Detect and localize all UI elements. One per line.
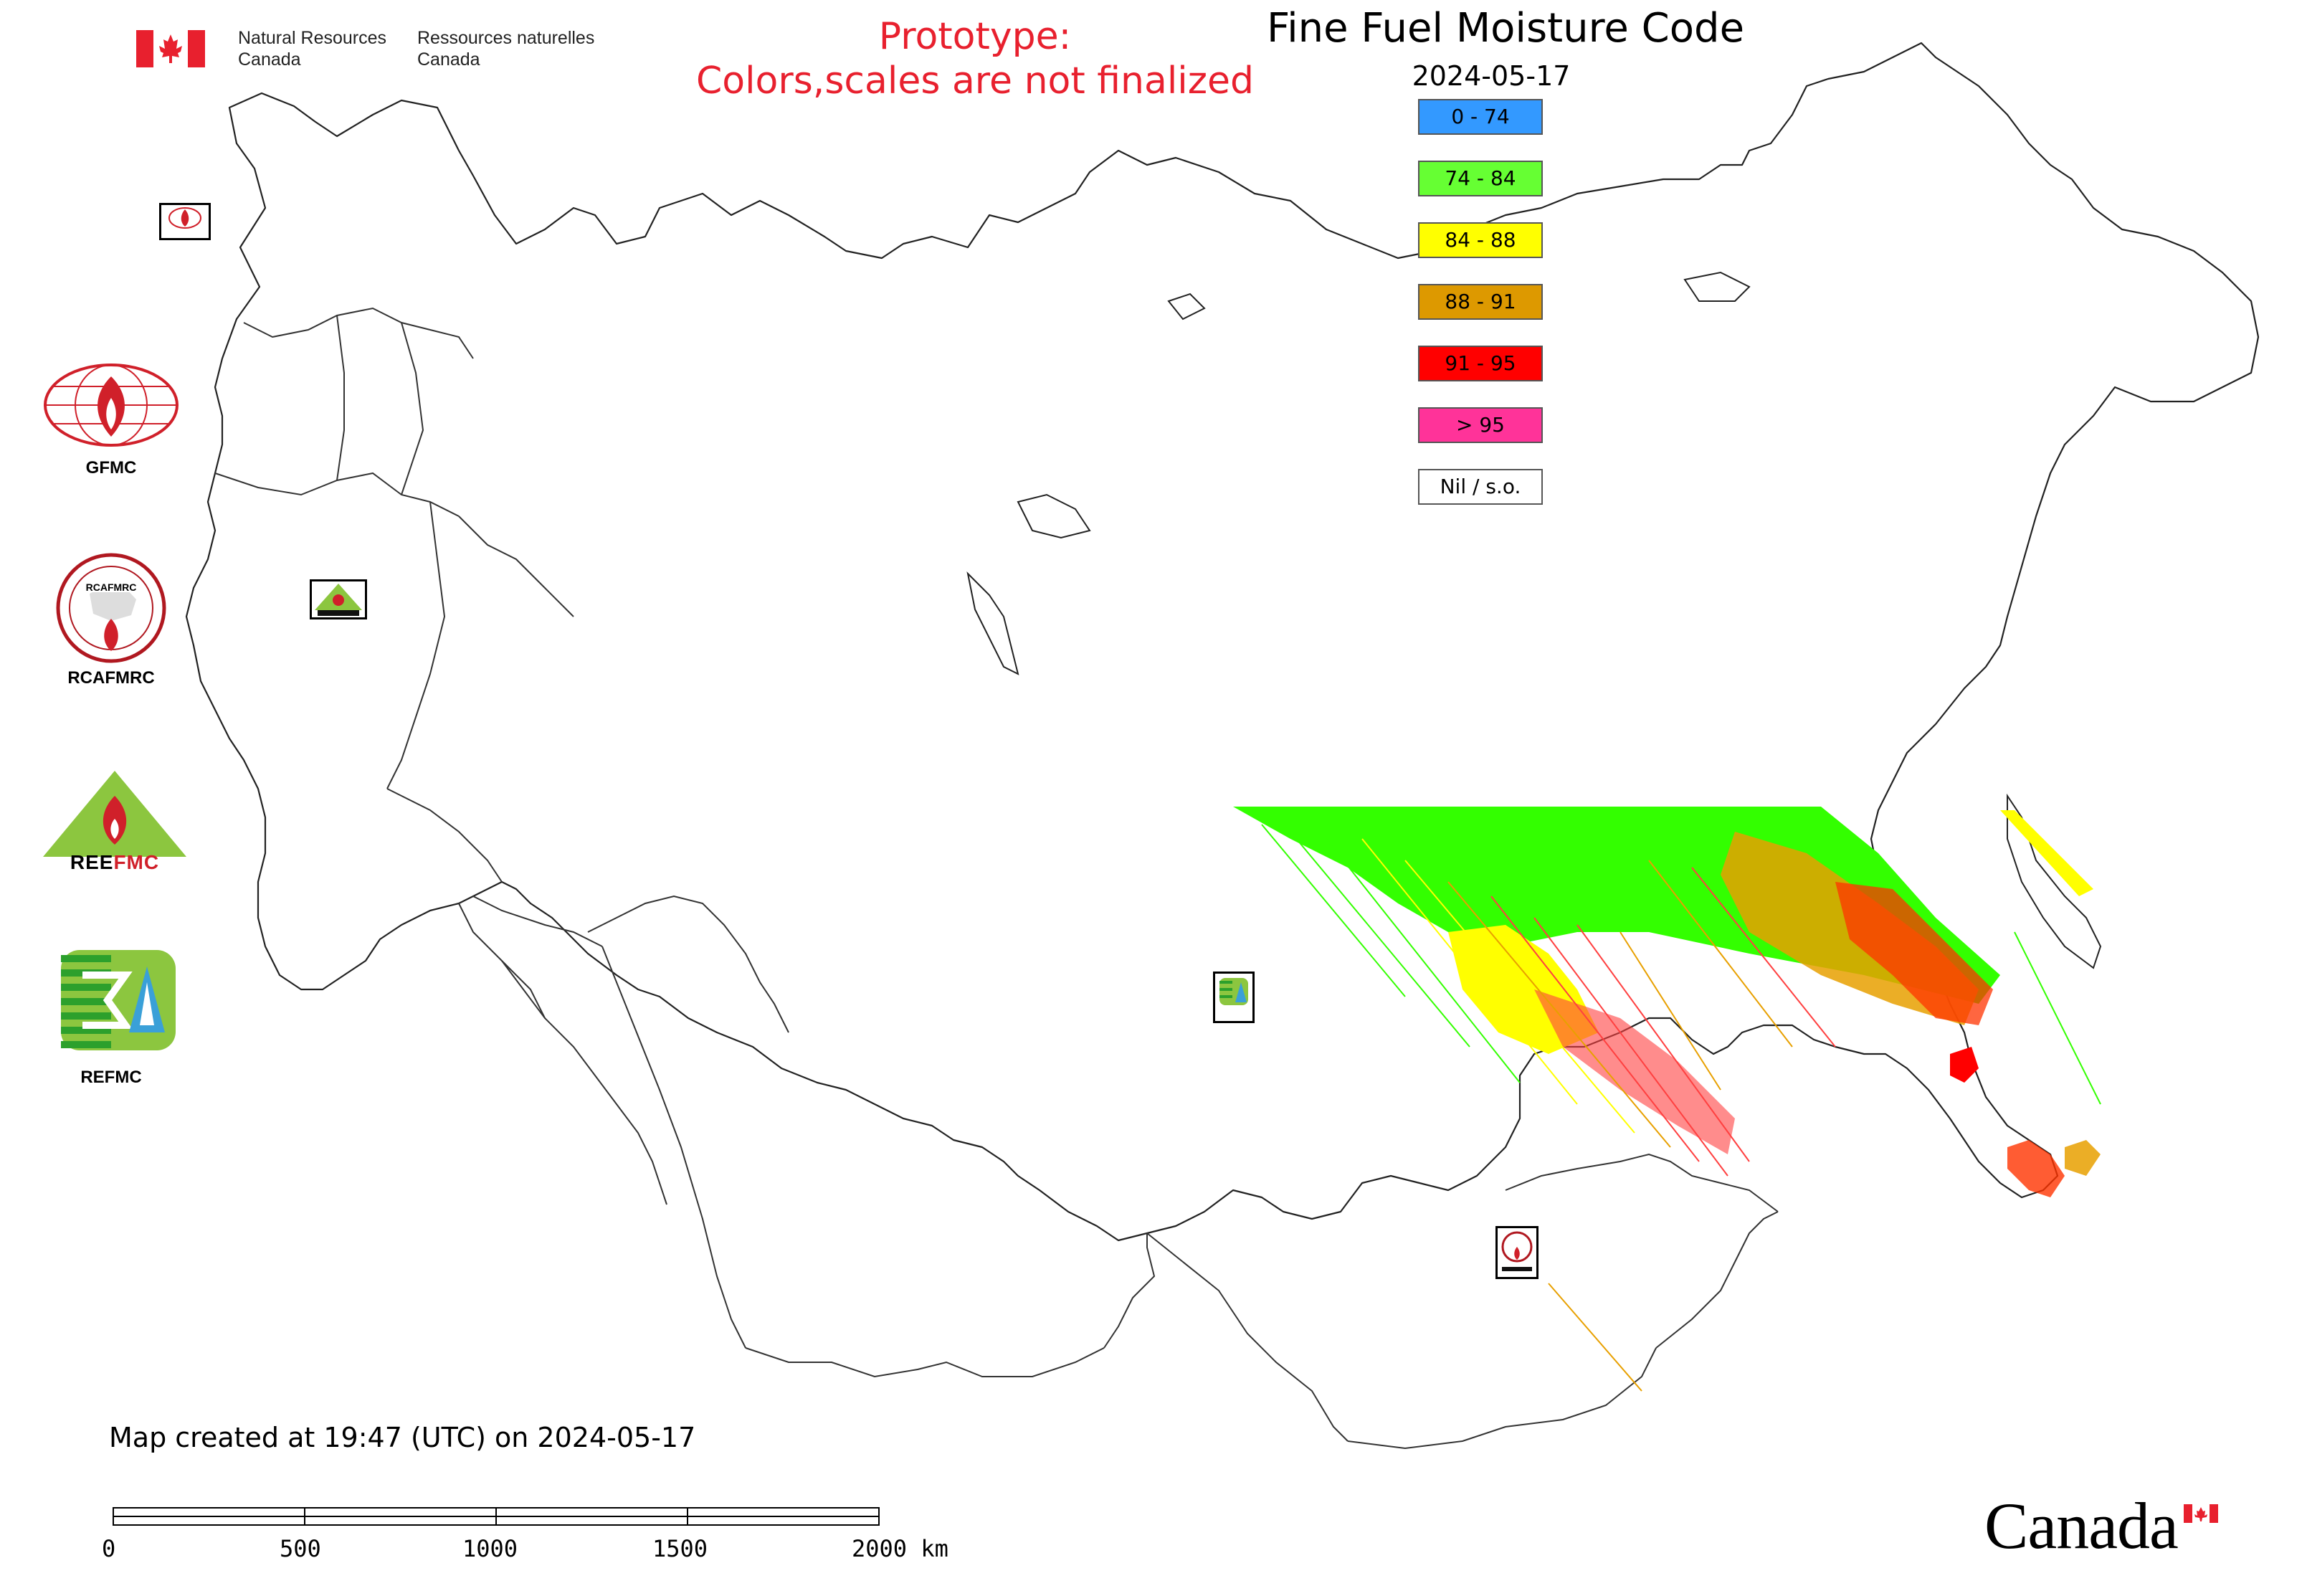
reefmc-logo-icon: REEFMC	[43, 771, 186, 873]
internal-borders	[214, 307, 1779, 1450]
legend-item-88-91: 88 - 91	[1418, 284, 1543, 320]
scale-tick-0: 0	[102, 1535, 116, 1562]
scale-bar	[113, 1507, 880, 1526]
reefmc-org: REEFMC	[39, 767, 190, 874]
reefmc-marker-icon	[315, 584, 362, 616]
dept-fr-line2: Canada	[417, 49, 480, 70]
department-name-english: Natural Resources Canada	[238, 27, 386, 70]
gfmc-label: GFMC	[85, 458, 137, 478]
refmc-logo-icon	[61, 950, 176, 1050]
prototype-notice: Prototype: Colors,scales are not finaliz…	[617, 14, 1333, 103]
hokkaido-hotspot	[2065, 1140, 2101, 1176]
gfmc-map-marker[interactable]	[159, 203, 211, 240]
reefmc-map-marker[interactable]	[310, 579, 367, 619]
map-title: Fine Fuel Moisture Code	[1266, 5, 1745, 52]
rcafmrc-org: RCAFMRC RCAFMRC	[39, 551, 183, 688]
prototype-line1: Prototype:	[878, 15, 1072, 58]
svg-text:RCAFMRC: RCAFMRC	[86, 581, 137, 593]
department-name-french: Ressources naturelles Canada	[417, 27, 594, 70]
map-date: 2024-05-17	[1412, 60, 1571, 92]
canada-wordmark-flag-icon	[2184, 1504, 2218, 1523]
legend-item-0-74: 0 - 74	[1418, 99, 1543, 135]
canada-wordmark: Canada	[1984, 1489, 2179, 1562]
prototype-line2: Colors,scales are not finalized	[695, 60, 1255, 103]
swath-streaks	[1261, 824, 2101, 1392]
kamchatka-stripe	[2000, 810, 2093, 896]
legend-item-nil: Nil / s.o.	[1418, 469, 1543, 505]
rcafmrc-label: RCAFMRC	[67, 668, 155, 688]
dept-fr-line1: Ressources naturelles	[417, 28, 595, 48]
legend-item-84-88: 84 - 88	[1418, 222, 1543, 258]
svg-text:REEFMC: REEFMC	[70, 851, 159, 871]
region-outline	[185, 42, 2260, 1242]
legend-item-74-84: 74 - 84	[1418, 161, 1543, 196]
gfmc-org: GFMC	[39, 362, 183, 478]
scale-tick-1000: 1000	[462, 1535, 518, 1562]
refmc-map-marker[interactable]	[1213, 972, 1255, 1023]
scale-tick-1500: 1500	[652, 1535, 708, 1562]
sakhalin-south-hotspot	[2007, 1140, 2065, 1197]
dept-en-line2: Canada	[238, 49, 301, 70]
swath-red-zone	[1835, 882, 1993, 1025]
dept-en-line1: Natural Resources	[238, 28, 387, 48]
refmc-label: REFMC	[80, 1068, 142, 1087]
primorye-hotspot	[1950, 1047, 1979, 1083]
gfmc-marker-icon	[168, 207, 201, 229]
refmc-marker-icon	[1219, 978, 1248, 1005]
gfmc-logo-icon	[44, 364, 179, 447]
map-created-timestamp: Map created at 19:47 (UTC) on 2024-05-17	[109, 1422, 696, 1453]
islands	[966, 271, 2102, 969]
canada-flag-icon	[136, 30, 205, 67]
rcafmrc-marker-icon	[1501, 1231, 1533, 1271]
refmc-org: REFMC	[39, 946, 183, 1088]
rcafmrc-map-marker[interactable]	[1495, 1226, 1538, 1279]
rcafmrc-logo-icon: RCAFMRC	[56, 553, 166, 663]
legend-item-over-95: > 95	[1418, 407, 1543, 443]
scale-tick-2000-km: 2000 km	[852, 1535, 948, 1562]
legend-item-91-95: 91 - 95	[1418, 346, 1543, 381]
scale-tick-500: 500	[280, 1535, 321, 1562]
canada-wordmark-text: Canada	[1984, 1489, 2179, 1562]
swath-red-tail	[1534, 989, 1735, 1154]
